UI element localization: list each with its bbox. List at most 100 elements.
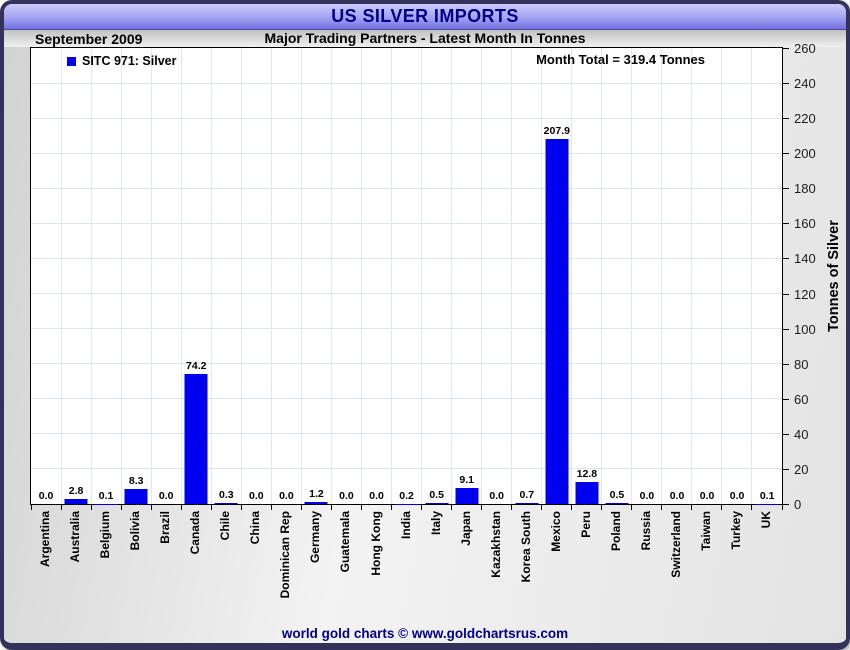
bar-column: 0.5 — [602, 48, 632, 504]
x-label-cell: Poland — [601, 511, 631, 623]
x-tick — [150, 505, 152, 510]
x-label: Australia — [68, 511, 83, 563]
bar-value-label: 0.0 — [729, 490, 745, 502]
bar — [455, 488, 479, 504]
gridline-horizontal — [31, 187, 782, 189]
y-tick — [783, 153, 789, 155]
bar-value-label: 0.0 — [489, 490, 505, 502]
x-label: Hong Kong — [368, 511, 383, 576]
plot-area: 0.0 2.8 0.1 8.3 0.0 74.2 0.3 0.0 0.0 1.2 0.0 0.0 0.2… — [30, 47, 783, 505]
y-tick-label: 120 — [794, 286, 816, 302]
y-tick — [783, 83, 789, 85]
bar-column: 0.0 — [241, 48, 271, 504]
y-tick — [783, 433, 789, 435]
gridline-vertical — [120, 48, 122, 504]
gridline-horizontal — [31, 222, 782, 224]
x-label: UK — [759, 511, 774, 529]
gridline-horizontal — [31, 363, 782, 365]
x-tick — [751, 505, 753, 510]
y-tick-label: 0 — [794, 497, 802, 512]
gridline-horizontal — [31, 152, 782, 154]
gridline-vertical — [390, 48, 392, 504]
x-tick — [781, 505, 783, 510]
bar-column: 0.7 — [512, 48, 542, 504]
bar-value-label: 0.1 — [759, 489, 775, 502]
x-tick — [360, 505, 362, 510]
bar-column: 0.1 — [91, 48, 121, 504]
bar-value-label: 12.8 — [576, 467, 598, 480]
gridline-vertical — [240, 48, 242, 504]
bar-column: 0.0 — [482, 48, 512, 504]
x-axis-labels: Argentina Australia Belgium Bolivia Brazil Ca… — [30, 511, 781, 623]
bar-value-label: 0.0 — [249, 490, 264, 502]
bar-value-label: 0.0 — [38, 490, 54, 502]
x-label: Mexico — [548, 511, 563, 552]
x-tick — [511, 505, 513, 510]
gridline-vertical — [210, 48, 212, 504]
x-tick — [451, 505, 453, 510]
gridline-vertical — [631, 48, 633, 504]
chart-subtitle: Major Trading Partners - Latest Month In… — [264, 30, 586, 46]
bar — [184, 373, 208, 504]
gridline-vertical — [330, 48, 332, 504]
x-label-cell: Japan — [451, 511, 481, 623]
x-tick — [300, 505, 302, 510]
x-label: Canada — [188, 511, 203, 555]
period-label: September 2009 — [35, 31, 143, 47]
bar-column: 74.2 — [181, 48, 211, 504]
bar — [124, 489, 148, 504]
gridline-vertical — [300, 48, 302, 504]
x-label-cell: Mexico — [541, 511, 571, 623]
gridline-vertical — [421, 48, 423, 504]
y-tick — [783, 223, 789, 225]
chart-region: 0.0 2.8 0.1 8.3 0.0 74.2 0.3 0.0 0.0 1.2 0.0 0.0 0.2… — [4, 41, 846, 625]
x-label: Taiwan — [699, 511, 714, 551]
bar-column: 9.1 — [452, 48, 482, 504]
gridline-vertical — [270, 48, 272, 504]
x-tick — [481, 505, 483, 510]
y-tick — [783, 363, 789, 365]
x-label-cell: Argentina — [30, 511, 60, 623]
bar-column: 0.5 — [422, 48, 452, 504]
x-label-cell: Kazakhstan — [481, 511, 511, 623]
gridline-vertical — [691, 48, 693, 504]
x-label-cell: Guatemala — [330, 511, 360, 623]
x-tick — [210, 505, 212, 510]
y-tick-label: 40 — [794, 426, 809, 442]
y-tick — [783, 468, 789, 470]
bar — [605, 503, 629, 504]
gridline-vertical — [721, 48, 723, 504]
gridline-vertical — [571, 48, 573, 504]
x-tick — [60, 505, 62, 510]
bar-value-label: 1.2 — [309, 487, 324, 500]
x-tick — [330, 505, 332, 510]
x-tick — [90, 505, 92, 510]
gridline-vertical — [451, 48, 453, 504]
legend-label: SITC 971: Silver — [82, 54, 177, 68]
y-tick-label: 80 — [794, 356, 809, 372]
bar-column: 0.0 — [692, 48, 722, 504]
x-label-cell: Turkey — [721, 511, 751, 623]
x-label-cell: Germany — [300, 511, 330, 623]
x-tick — [601, 505, 603, 510]
y-tick-label: 260 — [794, 41, 816, 56]
x-label-cell: Russia — [631, 511, 661, 623]
x-label: Kazakhstan — [488, 511, 503, 578]
x-label-cell: India — [391, 511, 421, 623]
x-tick — [721, 505, 723, 510]
x-label: India — [398, 511, 413, 540]
gridline-horizontal — [31, 82, 782, 84]
y-tick-label: 140 — [794, 251, 816, 267]
x-tick — [541, 505, 543, 510]
bar-value-label: 74.2 — [186, 359, 207, 372]
bar-column: 12.8 — [572, 48, 602, 504]
x-label: Germany — [308, 511, 323, 564]
gridline-vertical — [150, 48, 152, 504]
x-label: China — [248, 511, 263, 545]
gridline-vertical — [360, 48, 362, 504]
y-tick-label: 180 — [794, 181, 816, 197]
bar-value-label: 9.1 — [459, 474, 474, 487]
bar-column: 8.3 — [121, 48, 151, 504]
x-label: Dominican Rep — [278, 511, 293, 599]
